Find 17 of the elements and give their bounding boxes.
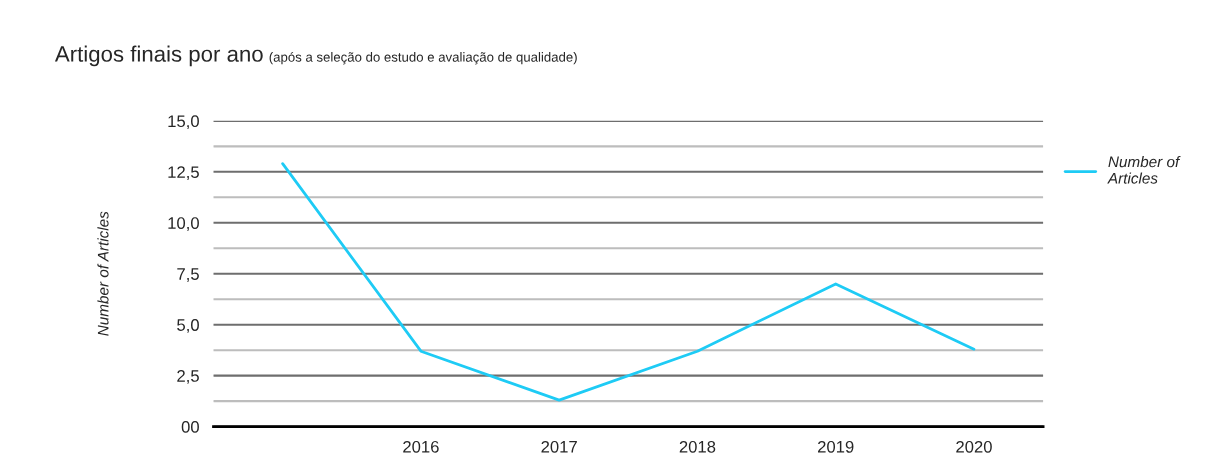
x-tick-label: 2018 bbox=[679, 440, 716, 453]
y-tick-label: 12,5 bbox=[168, 166, 199, 180]
y-tick-label: 5,0 bbox=[177, 319, 199, 333]
chart-subtitle: (após a seleção do estudo e avaliação de qualidade) bbox=[269, 51, 577, 65]
y-tick-label: 15,0 bbox=[168, 115, 199, 130]
chart-title: Artigos finais por ano bbox=[54, 45, 263, 67]
y-tick-label: 2,5 bbox=[177, 370, 199, 384]
line-series bbox=[281, 162, 976, 402]
x-tick-label: 2019 bbox=[818, 440, 854, 453]
legend-label: Number of Articles bbox=[1107, 156, 1181, 184]
y-tick-label: 7,5 bbox=[177, 268, 199, 282]
y-tick-label: 00 bbox=[181, 421, 199, 433]
x-tick-label: 2017 bbox=[541, 440, 577, 453]
y-axis-title: Number of Articles bbox=[97, 211, 109, 336]
x-tick-label: 2020 bbox=[956, 440, 992, 453]
y-tick-label: 10,0 bbox=[168, 217, 199, 231]
x-tick-label: 2016 bbox=[403, 440, 439, 453]
